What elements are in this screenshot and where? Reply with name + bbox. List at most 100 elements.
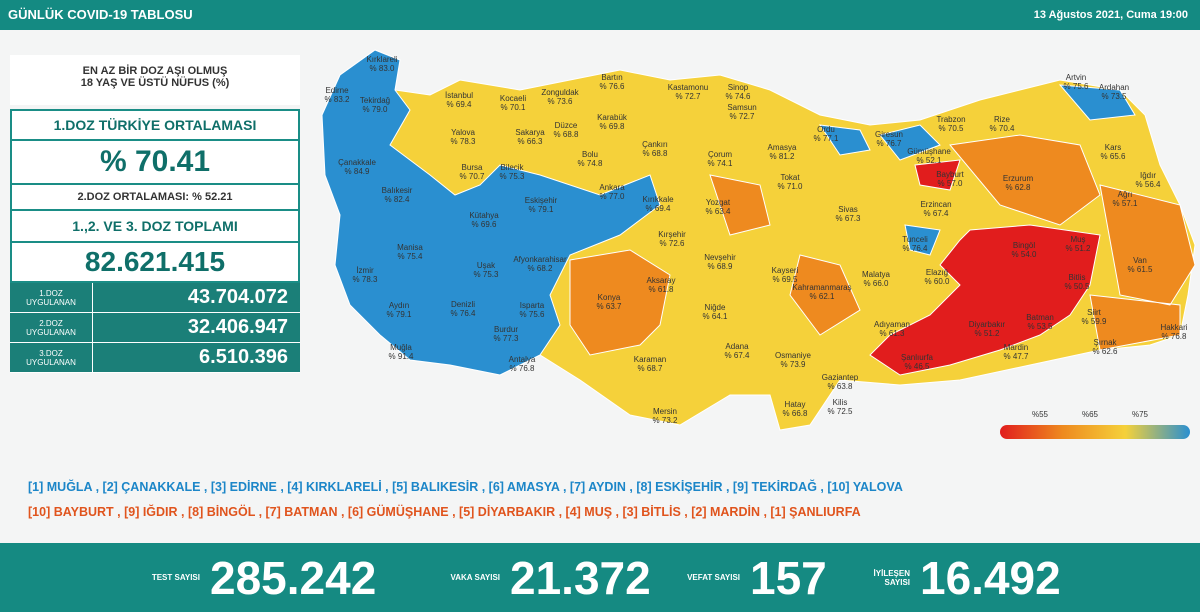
province-value: % 60.0 [925,277,950,286]
province-name: Gümüşhane [907,147,951,156]
province-value: % 62.8 [1006,183,1031,192]
province-value: % 72.7 [676,92,701,101]
dose-label: 2.DOZ UYGULANAN [10,313,93,342]
province-name: Kastamonu [668,83,708,92]
province-value: % 76.7 [877,139,902,148]
top-ranking: [1] MUĞLA , [2] ÇANAKKALE , [3] EDİRNE ,… [28,480,903,494]
province-name: Kırklareli [366,55,397,64]
province-name: Konya [598,293,621,302]
province-value: % 75.6 [520,310,545,319]
province-value: % 54.0 [1012,250,1037,259]
stat: İYİLEŞEN SAYISI 16.492 [850,543,1061,612]
province-name: Adana [725,342,749,351]
province-name: Çanakkale [338,158,376,167]
stat: VEFAT SAYISI 157 [680,543,827,612]
province-name: Yalova [451,128,475,137]
province-value: % 70.7 [460,172,485,181]
province-value: % 59.9 [1082,317,1107,326]
province-value: % 91.4 [389,352,414,361]
province-name: Giresun [875,130,903,139]
province-value: % 73.2 [653,416,678,425]
province-value: % 76.6 [600,82,625,91]
province-name: Ardahan [1099,83,1129,92]
province-value: % 51.2 [1066,244,1091,253]
province-value: % 81.2 [770,152,795,161]
province-name: Hatay [785,400,806,409]
province-name: Niğde [705,303,726,312]
stats-bar: TEST SAYISI 285.242 VAKA SAYISI 21.372 VEFAT… [0,543,1200,612]
province-name: Denizli [451,300,475,309]
province-name: Yozgat [706,198,731,207]
province-value: % 76.8 [510,364,535,373]
province-name: Edirne [325,86,349,95]
province-value: % 68.8 [554,130,579,139]
dose1-title: 1.DOZ TÜRKİYE ORTALAMASI [10,109,300,141]
header: GÜNLÜK COVID-19 TABLOSU 13 Ağustos 2021,… [0,0,1200,30]
title: GÜNLÜK COVID-19 TABLOSU [8,7,193,22]
province-name: Şanlıurfa [901,353,934,362]
province-value: % 63.8 [828,382,853,391]
province-value: % 61.3 [880,329,905,338]
province-name: Çankırı [642,140,668,149]
province-value: % 72.6 [660,239,685,248]
province-value: % 75.6 [1064,82,1089,91]
region-blue [818,124,941,161]
dose2-text: 2.DOZ ORTALAMASI: % 52.21 [10,185,300,211]
province-value: % 70.5 [939,124,964,133]
province-value: % 84.9 [345,167,370,176]
province-name: Muş [1070,235,1085,244]
province-value: % 73.6 [548,97,573,106]
province-name: Isparta [520,301,545,310]
region-orange [949,134,1196,351]
province-name: İzmir [356,266,374,275]
total-title: 1.,2. VE 3. DOZ TOPLAMI [10,211,300,243]
province-value: % 64.1 [703,312,728,321]
bottom-ranking: [10] BAYBURT , [9] IĞDIR , [8] BİNGÖL , … [28,505,861,519]
province-name: Düzce [555,121,578,130]
province-value: % 52.1 [917,156,942,165]
province-name: Kars [1105,143,1121,152]
province-value: % 83.0 [370,64,395,73]
province-value: % 69.8 [600,122,625,131]
province-name: Antalya [509,355,536,364]
province-name: Gaziantep [822,373,859,382]
province-name: Karaman [634,355,666,364]
province-value: % 62.6 [1093,347,1118,356]
heading-line: 18 YAŞ VE ÜSTÜ NÜFUS (%) [80,77,230,89]
province-name: Batman [1026,313,1054,322]
province-name: Bitlis [1069,273,1086,282]
province-name: Afyonkarahisar [513,255,567,264]
province-name: Kahramanmaraş [792,283,851,292]
province-value: % 57.1 [1113,199,1138,208]
province-name: Sivas [838,205,858,214]
province-value: % 61.8 [649,285,674,294]
stat: TEST SAYISI 285.242 [140,543,376,612]
stat-label: VEFAT SAYISI [687,573,740,582]
province-name: Aydın [389,301,409,310]
province-name: Amasya [768,143,797,152]
legend-label: %65 [1082,410,1099,419]
province-value: % 79.1 [387,310,412,319]
province-name: Şırnak [1093,338,1117,347]
province-name: Zonguldak [541,88,579,97]
dose-row: 2.DOZ UYGULANAN 32.406.947 [10,313,300,343]
province-value: % 71.0 [778,182,803,191]
province-value: % 68.7 [638,364,663,373]
province-value: % 75.3 [474,270,499,279]
province-name: Bayburt [936,170,964,179]
region-red [869,159,1101,376]
dose1-value: % 70.41 [10,141,300,185]
province-name: Kütahya [469,211,499,220]
dose-label: 3.DOZ UYGULANAN [10,343,93,372]
province-value: % 76.4 [451,309,476,318]
province-name: Eskişehir [525,196,558,205]
province-name: Karabük [597,113,628,122]
province-name: Kırıkkale [642,195,674,204]
province-name: Bingöl [1013,241,1035,250]
stat-value: 21.372 [510,551,651,604]
province-value: % 47.7 [1004,352,1029,361]
province-name: Sakarya [515,128,545,137]
province-value: % 67.3 [836,214,861,223]
dose-value: 32.406.947 [187,316,288,338]
